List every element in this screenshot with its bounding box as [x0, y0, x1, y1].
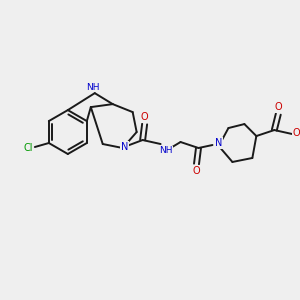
Text: O: O [193, 166, 200, 176]
Text: N: N [121, 142, 128, 152]
Text: NH: NH [86, 83, 100, 92]
Text: NH: NH [159, 146, 172, 155]
Text: O: O [274, 102, 282, 112]
Text: N: N [215, 138, 222, 148]
Text: Cl: Cl [23, 143, 33, 153]
Text: O: O [141, 112, 148, 122]
Text: O: O [292, 128, 300, 138]
